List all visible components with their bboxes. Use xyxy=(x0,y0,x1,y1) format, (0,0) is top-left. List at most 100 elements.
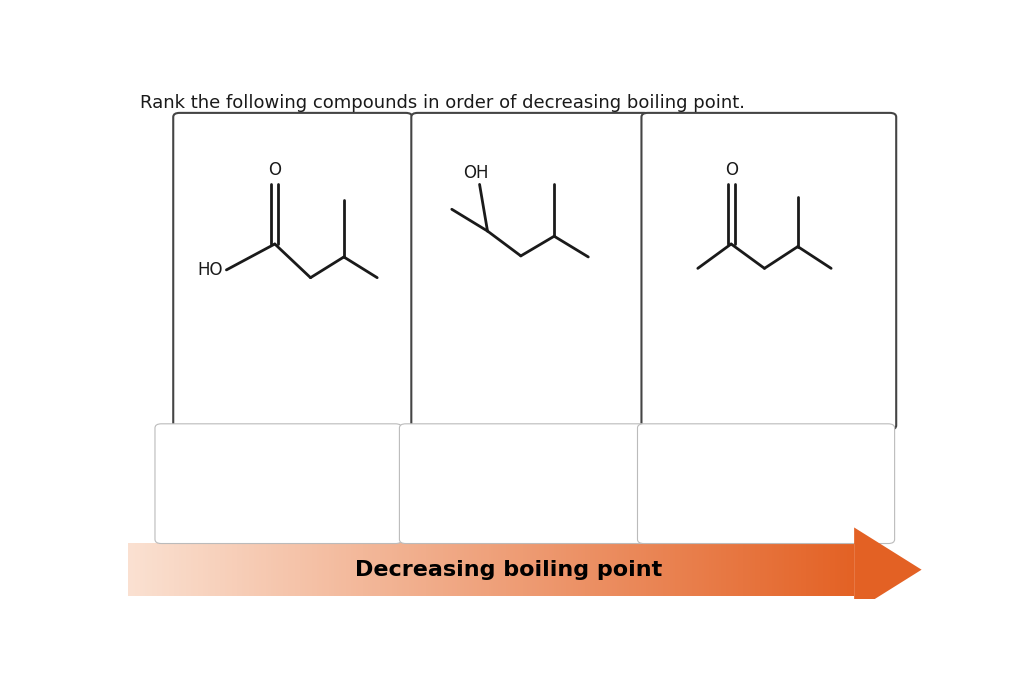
Polygon shape xyxy=(738,543,740,596)
Polygon shape xyxy=(450,543,453,596)
Polygon shape xyxy=(622,543,625,596)
Polygon shape xyxy=(227,543,229,596)
Polygon shape xyxy=(786,543,788,596)
Polygon shape xyxy=(666,543,668,596)
Polygon shape xyxy=(583,543,586,596)
Polygon shape xyxy=(222,543,225,596)
Polygon shape xyxy=(421,543,423,596)
Text: OH: OH xyxy=(463,164,488,182)
Polygon shape xyxy=(263,543,266,596)
Polygon shape xyxy=(297,543,300,596)
Polygon shape xyxy=(748,543,750,596)
Polygon shape xyxy=(176,543,179,596)
Polygon shape xyxy=(566,543,568,596)
Polygon shape xyxy=(290,543,293,596)
Polygon shape xyxy=(612,543,614,596)
Polygon shape xyxy=(385,543,387,596)
Polygon shape xyxy=(508,543,510,596)
Polygon shape xyxy=(465,543,467,596)
Polygon shape xyxy=(467,543,469,596)
Polygon shape xyxy=(731,543,733,596)
Polygon shape xyxy=(625,543,627,596)
Polygon shape xyxy=(157,543,160,596)
Polygon shape xyxy=(329,543,332,596)
Polygon shape xyxy=(518,543,520,596)
Polygon shape xyxy=(561,543,563,596)
Polygon shape xyxy=(776,543,779,596)
Polygon shape xyxy=(407,543,409,596)
Polygon shape xyxy=(460,543,462,596)
Polygon shape xyxy=(336,543,339,596)
Polygon shape xyxy=(803,543,806,596)
Polygon shape xyxy=(602,543,605,596)
Polygon shape xyxy=(190,543,194,596)
FancyBboxPatch shape xyxy=(641,113,896,429)
Polygon shape xyxy=(334,543,336,596)
Polygon shape xyxy=(765,543,767,596)
Polygon shape xyxy=(314,543,316,596)
Polygon shape xyxy=(242,543,244,596)
Polygon shape xyxy=(581,543,583,596)
Polygon shape xyxy=(183,543,186,596)
Polygon shape xyxy=(658,543,660,596)
Polygon shape xyxy=(660,543,663,596)
Polygon shape xyxy=(675,543,678,596)
Polygon shape xyxy=(409,543,412,596)
Polygon shape xyxy=(605,543,607,596)
Polygon shape xyxy=(343,543,346,596)
Polygon shape xyxy=(852,543,854,596)
Polygon shape xyxy=(712,543,714,596)
Polygon shape xyxy=(476,543,479,596)
Polygon shape xyxy=(820,543,822,596)
Polygon shape xyxy=(312,543,314,596)
Polygon shape xyxy=(346,543,348,596)
Polygon shape xyxy=(762,543,765,596)
Polygon shape xyxy=(440,543,442,596)
Polygon shape xyxy=(673,543,675,596)
Polygon shape xyxy=(153,543,155,596)
Polygon shape xyxy=(203,543,206,596)
Polygon shape xyxy=(586,543,588,596)
Polygon shape xyxy=(838,543,840,596)
Polygon shape xyxy=(680,543,682,596)
Polygon shape xyxy=(309,543,312,596)
Polygon shape xyxy=(208,543,210,596)
Polygon shape xyxy=(847,543,849,596)
Polygon shape xyxy=(678,543,680,596)
Polygon shape xyxy=(142,543,145,596)
Polygon shape xyxy=(252,543,254,596)
Polygon shape xyxy=(237,543,240,596)
Polygon shape xyxy=(147,543,150,596)
Polygon shape xyxy=(799,543,801,596)
Polygon shape xyxy=(769,543,772,596)
Polygon shape xyxy=(552,543,554,596)
Polygon shape xyxy=(188,543,190,596)
Polygon shape xyxy=(774,543,776,596)
Polygon shape xyxy=(469,543,472,596)
Polygon shape xyxy=(745,543,748,596)
Polygon shape xyxy=(433,543,435,596)
Polygon shape xyxy=(140,543,142,596)
Polygon shape xyxy=(300,543,302,596)
Polygon shape xyxy=(641,543,643,596)
Polygon shape xyxy=(547,543,549,596)
Polygon shape xyxy=(593,543,595,596)
Polygon shape xyxy=(742,543,745,596)
Polygon shape xyxy=(733,543,735,596)
Polygon shape xyxy=(481,543,483,596)
FancyBboxPatch shape xyxy=(399,424,646,544)
Polygon shape xyxy=(130,543,133,596)
Polygon shape xyxy=(607,543,609,596)
Polygon shape xyxy=(172,543,174,596)
Text: HO: HO xyxy=(198,261,223,279)
Polygon shape xyxy=(694,543,696,596)
Polygon shape xyxy=(689,543,692,596)
Polygon shape xyxy=(396,543,399,596)
Polygon shape xyxy=(808,543,811,596)
Polygon shape xyxy=(288,543,290,596)
Polygon shape xyxy=(455,543,457,596)
Polygon shape xyxy=(483,543,486,596)
Polygon shape xyxy=(532,543,535,596)
Polygon shape xyxy=(286,543,288,596)
Polygon shape xyxy=(506,543,508,596)
